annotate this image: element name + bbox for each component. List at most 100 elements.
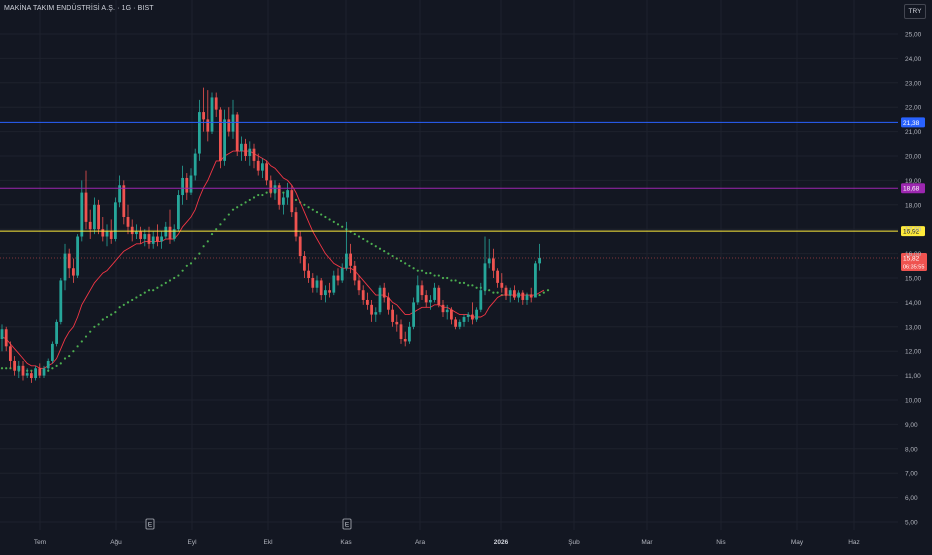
candle-body [67,253,71,269]
y-tick-label: 17,00 [905,227,922,234]
price-axis[interactable]: 5,00 6,00 7,00 8,00 9,00 10,00 11,00 12,00 13,00… [905,32,922,527]
ema-slow-dot [332,220,335,223]
ema-slow-dot [0,367,4,370]
candle-body [265,163,268,181]
candle-body [147,234,151,244]
candle-body [441,304,445,313]
ema-slow-dot [546,289,550,292]
candle-body [462,317,466,322]
candle-body [500,282,504,288]
ema-slow-dot [328,218,331,221]
candle-body [538,257,541,264]
ema-slow-dot [97,323,100,326]
ema-slow-dot [210,232,214,236]
ema-slow-dot [311,208,314,211]
level-label: 16,92 [903,229,920,236]
y-tick-label: 16,00 [905,251,922,258]
time-axis[interactable]: Tem Ağu Eyl Ekl Kas Ara 2026 Şub Mar Nis May Haz [34,539,860,546]
ema-slow-dot [101,318,104,321]
candle-body [311,278,315,288]
ema-slow-dot [76,345,79,348]
candle-body [139,231,142,239]
candle-body [223,119,226,161]
candle-body [0,329,4,339]
candle-body [80,192,84,237]
candle-body [160,236,163,242]
candle-body [97,204,100,230]
x-tick-label: Mar [641,539,653,546]
candle-body [445,309,449,313]
ema-slow-dot [147,289,151,292]
ema-slow-dot [542,291,545,294]
ema-slow-dot [231,208,235,211]
earnings-marker-box [342,518,352,530]
candle-body [109,231,113,239]
candle-body [391,309,394,322]
candle-body [105,231,109,237]
horizontal-lines[interactable]: 21,38 18,68 16,92 15,82 06:35:55 [0,117,927,271]
y-tick-label: 15,00 [905,276,922,283]
ema-slow-dot [160,284,163,287]
candle-body [84,192,88,222]
ema-slow-dot [450,279,453,282]
candle-body [353,265,357,281]
candle-body [93,204,96,230]
ema-slow-dot [227,213,230,216]
ema-slow-dot [458,281,461,284]
candle-body [55,321,58,344]
candle-body [517,292,520,298]
candle-body [479,290,483,310]
candle-body [198,112,201,154]
candle-body [395,321,399,325]
candle-body [46,360,50,369]
candle-body [471,314,474,320]
ema-slow-dot [215,228,218,231]
candle-body [345,253,348,269]
candle-body [193,153,197,176]
x-tick-label: May [791,539,804,546]
ema-slow-dot [538,293,541,297]
y-tick-label: 14,00 [905,300,922,307]
x-tick-label: Tem [34,539,46,546]
candle-body [315,280,319,288]
ema-slow-dot [399,259,403,263]
candle-body [525,295,529,300]
ema-slow-dot [446,276,449,280]
y-tick-label: 10,00 [905,398,922,405]
y-tick-label: 9,00 [905,422,918,429]
ema-slow-dot [219,223,222,226]
ema-slow-dot [143,291,146,294]
candle-body [487,258,491,264]
candle-body [214,97,218,110]
candle-body [168,226,172,239]
candle-body [17,365,21,371]
x-tick-label: Ara [415,539,426,546]
ema-slow-dot [454,279,457,282]
candle-body [307,270,310,278]
ema-slow-dot [370,242,373,245]
ema-slow-dot [177,274,180,277]
candle-body [416,285,420,303]
candle-body [286,190,289,198]
candle-body [303,256,306,271]
candle-body [122,185,126,217]
currency-button[interactable]: TRY [904,4,926,19]
x-tick-label: Ağu [110,539,122,546]
ema-slow-dot [126,301,130,304]
ema-slow-dot [366,240,369,243]
ema-slow-dot [84,335,88,338]
ema-slow-dot [320,213,323,216]
ema-slow-dot [135,296,138,299]
level-label: 18,68 [903,186,920,193]
grid [0,0,898,530]
candle-body [424,295,428,303]
candle-body [63,253,67,281]
ema-slow-dot [181,269,184,272]
ema-slow-dot [437,274,440,277]
candle-body [59,280,63,322]
candle-body [403,339,407,342]
candle-body [30,373,33,379]
candle-body [261,163,264,171]
